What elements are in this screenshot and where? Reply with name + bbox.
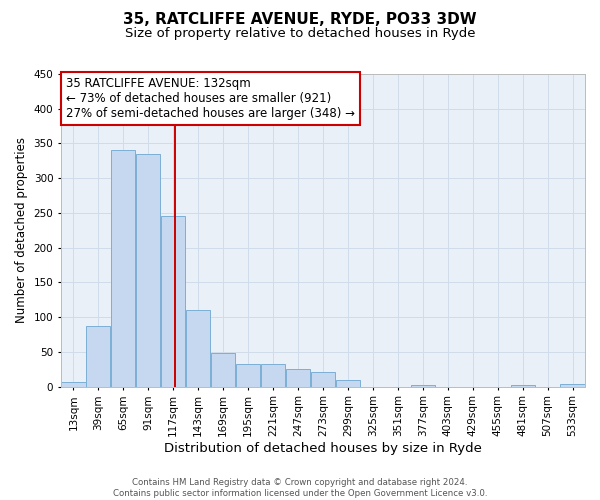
Bar [186,310,210,386]
Text: Contains HM Land Registry data © Crown copyright and database right 2024.
Contai: Contains HM Land Registry data © Crown c… [113,478,487,498]
Y-axis label: Number of detached properties: Number of detached properties [15,138,28,324]
Bar [61,382,86,386]
Bar [86,326,110,386]
Bar [560,384,584,386]
Bar [111,150,136,386]
Bar [311,372,335,386]
Bar [410,384,435,386]
Text: 35, RATCLIFFE AVENUE, RYDE, PO33 3DW: 35, RATCLIFFE AVENUE, RYDE, PO33 3DW [123,12,477,28]
Bar [336,380,360,386]
Bar [211,352,235,386]
Bar [136,154,160,386]
Text: 35 RATCLIFFE AVENUE: 132sqm
← 73% of detached houses are smaller (921)
27% of se: 35 RATCLIFFE AVENUE: 132sqm ← 73% of det… [66,77,355,120]
X-axis label: Distribution of detached houses by size in Ryde: Distribution of detached houses by size … [164,442,482,455]
Bar [261,364,285,386]
Bar [161,216,185,386]
Text: Size of property relative to detached houses in Ryde: Size of property relative to detached ho… [125,28,475,40]
Bar [286,370,310,386]
Bar [236,364,260,386]
